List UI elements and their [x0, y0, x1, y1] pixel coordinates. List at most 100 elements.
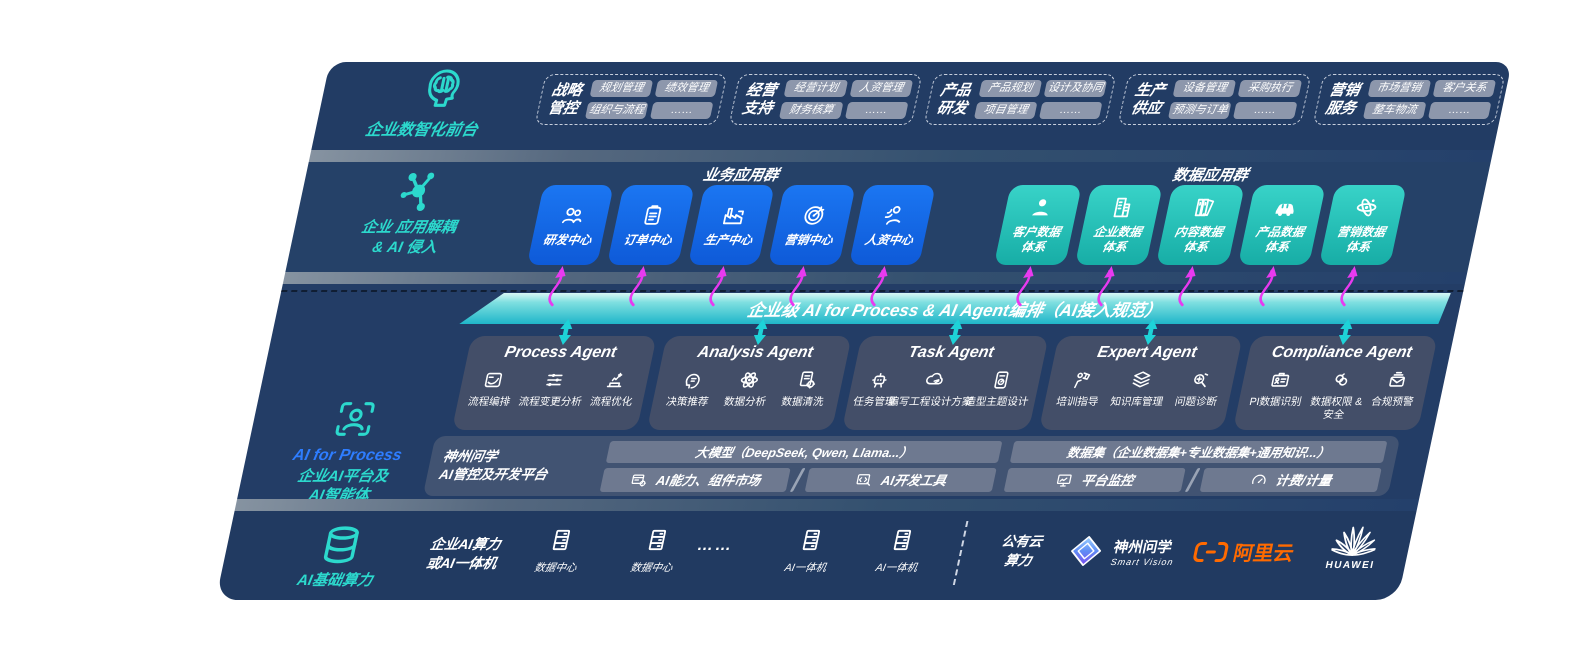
- agent-row: Process Agent 流程编排 流程变更分析 流程优化: [451, 336, 1438, 431]
- robot-icon: [866, 369, 893, 391]
- target-icon: [799, 203, 829, 228]
- ellipsis: ……: [695, 537, 736, 554]
- chip: 财务核算: [779, 102, 844, 119]
- server-icon: [796, 527, 828, 553]
- chip: 人资管理: [849, 80, 913, 97]
- components-icon: [629, 471, 651, 489]
- user-icon: [1027, 195, 1057, 220]
- id-card-icon: [1267, 369, 1294, 391]
- chip: ……: [1233, 102, 1298, 119]
- agent-item: 培训指导: [1055, 369, 1105, 409]
- smartvision-logo: 神州问学 Smart Vision: [1064, 533, 1180, 569]
- platform-cell-components: AI能力、组件市场: [599, 467, 792, 492]
- access-boundary-dashed-line: [281, 290, 1464, 292]
- front-group-strategy: 战略 管控 规划管理 绩效管理 组织与流程 ……: [534, 74, 728, 125]
- app-box-enterprise-data: 企业数据 体系: [1075, 185, 1164, 265]
- compute-label: 企业AI算力 或AI一体机: [424, 536, 503, 571]
- platform-panel: 神州问学 AI管控及开发平台 大模型（DeepSeek, Qwen, Llama…: [422, 436, 1401, 496]
- agent-item: 流程优化: [589, 369, 639, 409]
- ai-appliance-node: AI一体机: [857, 527, 943, 575]
- design-doc-icon: [988, 369, 1015, 391]
- atom-icon: [1351, 195, 1381, 220]
- platform-cell-billing: 计费/计量: [1199, 467, 1382, 492]
- workflow-icon: [480, 369, 507, 391]
- app-box-customer-data: 客户数据 体系: [993, 185, 1083, 265]
- chip: 整车物流: [1362, 102, 1427, 119]
- front-group-product: 产品 研发 产品规划 设计及协同 项目管理 ……: [923, 74, 1117, 125]
- person-arrows-icon: [879, 203, 909, 228]
- chip: 绩效管理: [654, 80, 719, 97]
- ai-appliance-node: AI一体机: [766, 527, 852, 575]
- chip: 经营计划: [783, 80, 848, 97]
- agent-card-task: Task Agent 任务管理 编写工程设计方案 造型主题设计: [841, 336, 1049, 431]
- apps-layer-label: 企业 应用解耦 & AI 侵入: [359, 219, 458, 256]
- divider: [1184, 467, 1201, 492]
- person-scan-icon: [327, 396, 383, 442]
- cloud-pen-icon: [922, 369, 949, 391]
- layer-enterprise-front: 企业数智化前台 战略 管控 规划管理 绩效管理 组织与流程 …… 经营 支持 经…: [311, 62, 1512, 150]
- devtools-icon: [853, 471, 875, 489]
- front-group-supply: 生产 供应 设备管理 采购执行 预测与订单 ……: [1117, 74, 1312, 125]
- agent-card-compliance: Compliance Agent PI数据识别 数据权限 & 安全 合规预: [1232, 336, 1438, 431]
- front-layer-label: 企业数智化前台: [363, 122, 480, 139]
- agent-item: 问题诊断: [1174, 369, 1224, 409]
- agent-card-process: Process Agent 流程编排 流程变更分析 流程优化: [451, 336, 657, 431]
- platform-datasets-column: 数据集（企业数据集+专业数据集+通用知识...） 平台监控 计费/计量: [1003, 440, 1388, 492]
- factory-icon: [718, 203, 748, 228]
- building-icon: [1108, 195, 1138, 220]
- datacenter-node: 数据中心: [612, 527, 698, 575]
- app-box-rd-center: 研发中心: [526, 185, 615, 265]
- app-box-product-data: 产品数据 体系: [1237, 185, 1326, 265]
- chip: 采购执行: [1237, 80, 1302, 97]
- server-icon: [546, 527, 578, 553]
- database-icon: [315, 523, 368, 567]
- atom-icon: [736, 369, 763, 391]
- group-name: 生产 供应: [1129, 81, 1168, 117]
- data-apps-title: 数据应用群: [1171, 167, 1250, 184]
- chip: 规划管理: [589, 80, 654, 97]
- training-icon: [1069, 369, 1096, 391]
- books-icon: [1189, 195, 1219, 220]
- aliyun-bracket-icon: [1193, 541, 1229, 562]
- layer-app-decoupling: 企业 应用解耦 & AI 侵入 业务应用群 数据应用群 研发中心 订单中心 生产…: [285, 162, 1491, 272]
- clipboard-icon: [638, 203, 668, 228]
- molecule-icon: [389, 168, 447, 216]
- brain-icon: [415, 66, 471, 112]
- platform-models-column: 大模型（DeepSeek, Qwen, Llama...） AI能力、组件市场 …: [599, 440, 1003, 492]
- chip: ……: [650, 102, 714, 119]
- huawei-flower-icon: [1329, 526, 1378, 556]
- agent-card-analysis: Analysis Agent 决策推荐 数据分析 数据清洗: [646, 336, 852, 431]
- divider: [790, 467, 807, 492]
- agent-item: 数据权限 & 安全: [1306, 369, 1369, 421]
- doc-gear-icon: [794, 369, 821, 391]
- gauge-icon: [1248, 471, 1270, 489]
- layer-ai-platform: 企业级 AI for Process & AI Agent编排（AI接入规范） …: [237, 284, 1465, 504]
- app-box-marketing-data: 营销数据 体系: [1318, 185, 1407, 265]
- agent-item: 数据清洗: [780, 369, 830, 409]
- chip: 客户关系: [1432, 80, 1497, 97]
- layer-edge: [308, 150, 1494, 162]
- layer-infrastructure: AI基础算力 企业AI算力 或AI一体机 数据中心 数据中心 …… AI一体机 …: [215, 511, 1417, 600]
- agent-item: 任务管理: [852, 369, 902, 409]
- agent-item: 知识库管理: [1109, 369, 1170, 409]
- models-bar: 大模型（DeepSeek, Qwen, Llama...）: [605, 440, 1003, 463]
- car-icon: [1270, 195, 1300, 220]
- server-icon: [642, 527, 674, 553]
- app-box-content-data: 内容数据 体系: [1156, 185, 1245, 265]
- group-name: 战略 管控: [546, 81, 584, 117]
- layers-icon: [1128, 369, 1155, 391]
- group-name: 营销 服务: [1324, 81, 1362, 117]
- optimize-icon: [603, 369, 630, 391]
- chip: 组织与流程: [584, 102, 649, 119]
- chip: ……: [1038, 102, 1103, 119]
- chip: 设计及协同: [1043, 80, 1108, 97]
- ai-layer-label-en: AI for Process: [291, 447, 404, 464]
- agent-item: 决策推荐: [665, 369, 715, 409]
- app-box-marketing-center: 营销中心: [768, 185, 856, 265]
- divider-dashed: [952, 521, 969, 585]
- sliders-icon: [541, 369, 568, 391]
- ai-orchestration-bar: 企业级 AI for Process & AI Agent编排（AI接入规范）: [459, 293, 1451, 324]
- huawei-logo: HUAWEI: [1314, 525, 1394, 571]
- public-cloud-label: 公有云 算力: [1000, 534, 1044, 568]
